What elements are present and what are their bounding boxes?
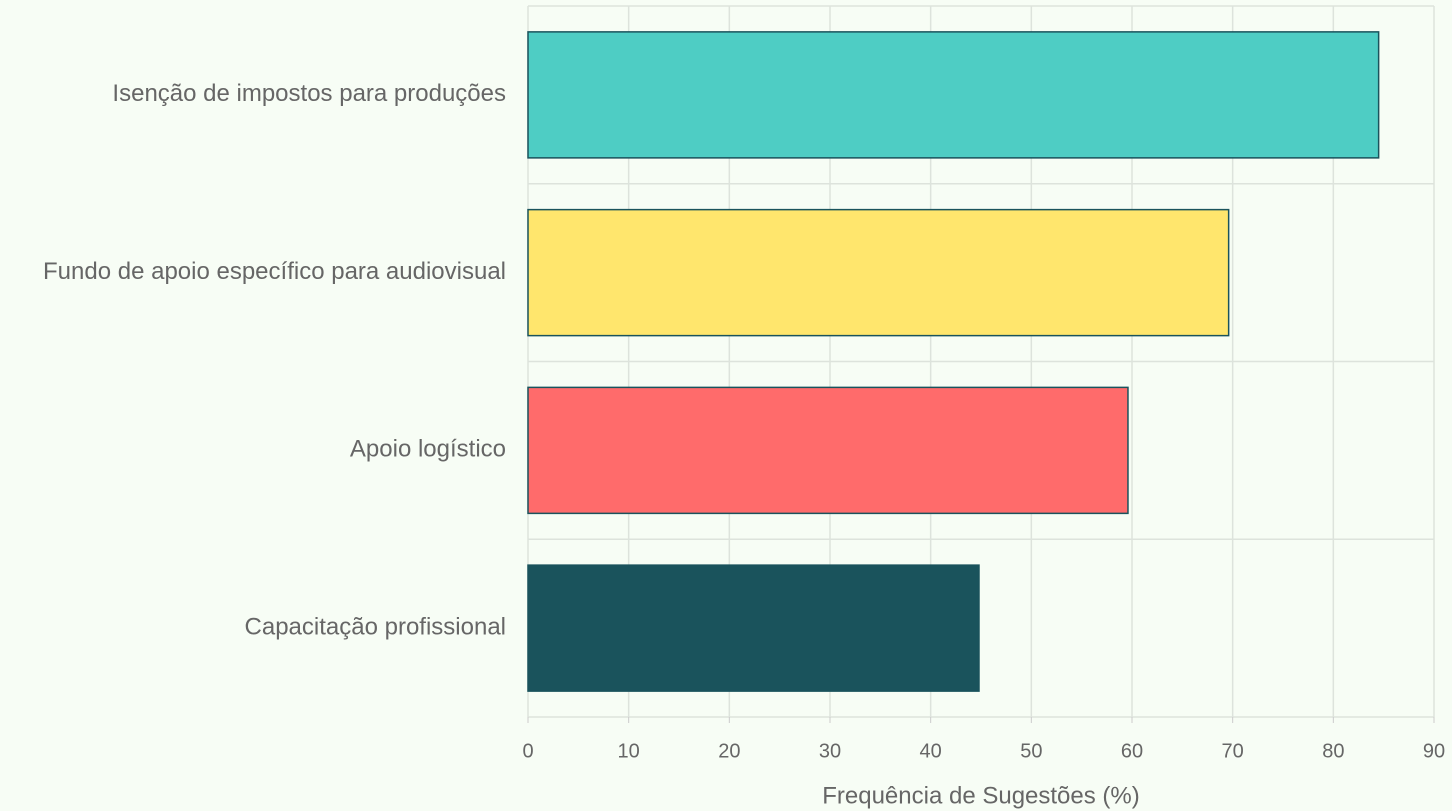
y-tick-label: Capacitação profissional [245,613,506,640]
y-tick-label: Fundo de apoio específico para audiovisu… [43,258,506,285]
x-tick-label: 40 [920,740,942,762]
x-tick-label: 50 [1020,740,1042,762]
x-tick-label: 20 [718,740,740,762]
x-tick-label: 60 [1121,740,1143,762]
bar [527,386,1129,515]
x-axis-title: Frequência de Sugestões (%) [822,782,1140,809]
bar [527,564,980,692]
x-tick-label: 70 [1222,740,1244,762]
x-tick-label: 30 [819,740,841,762]
x-tick-label: 0 [522,740,533,762]
y-tick-label: Apoio logístico [350,436,506,463]
bar [527,208,1230,337]
y-tick-label: Isenção de impostos para produções [112,80,506,107]
x-tick-label: 80 [1322,740,1344,762]
bar [527,31,1380,159]
x-tick-label: 10 [618,740,640,762]
x-tick-label: 90 [1423,740,1445,762]
